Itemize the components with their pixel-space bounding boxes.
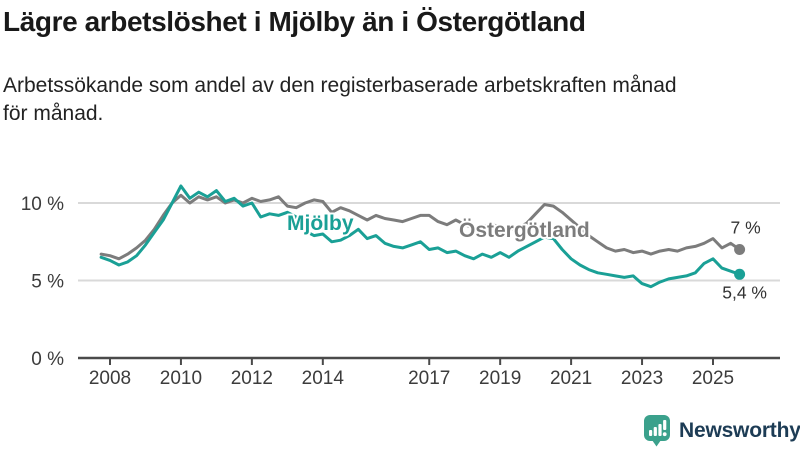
- x-tick-label-2021: 2021: [550, 368, 592, 389]
- x-tick-label-2019: 2019: [479, 368, 521, 389]
- end-label-ostergotland: 7 %: [731, 218, 761, 238]
- x-tick-label-2010: 2010: [160, 368, 202, 389]
- series-labels: Mjölby Östergötland: [285, 210, 592, 244]
- y-tick-label-10: 10 %: [21, 194, 64, 215]
- y-tick-label-0: 0 %: [31, 349, 64, 370]
- x-tick-label-2025: 2025: [692, 368, 734, 389]
- brand-name: Newsworthy: [679, 418, 800, 442]
- x-tick-label-2023: 2023: [621, 368, 663, 389]
- series-line-mjolby: [99, 184, 742, 289]
- x-tick-label-2017: 2017: [408, 368, 450, 389]
- chart-subtitle-line1: Arbetssökande som andel av den registerb…: [3, 74, 677, 97]
- end-label-mjolby: 5,4 %: [722, 282, 767, 302]
- chart-subtitle-line2: för månad.: [3, 102, 104, 125]
- x-tick-label-2014: 2014: [302, 368, 345, 389]
- series-label-mjolby: Mjölby: [287, 212, 354, 235]
- newsworthy-logo[interactable]: Newsworthy: [643, 414, 800, 447]
- gridlines-and-axes: 0 % 5 % 10 % 2008 2010 2012 2014 2017 2019 2021 20…: [21, 194, 780, 389]
- series-line-ostergotland: [99, 193, 742, 261]
- chart-subtitle: Arbetssökande som andel av den registerb…: [3, 72, 763, 128]
- chart-title: Lägre arbetslöshet i Mjölby än i Östergö…: [3, 6, 586, 37]
- series-label-ostergotland: Östergötland: [459, 219, 590, 242]
- x-tick-label-2008: 2008: [89, 368, 131, 389]
- end-dot-mjolby: [734, 268, 746, 280]
- bar-chart-bubble-icon: [644, 415, 670, 447]
- y-tick-label-5: 5 %: [31, 272, 64, 293]
- end-dot-ostergotland: [734, 244, 746, 255]
- x-tick-label-2012: 2012: [231, 368, 273, 389]
- data-series: 7 % 5,4 %: [99, 184, 767, 302]
